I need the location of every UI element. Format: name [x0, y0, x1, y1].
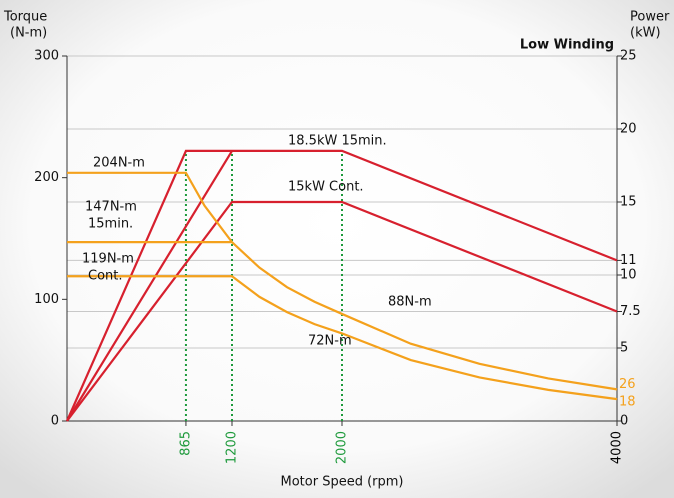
x-tick-label: 1200	[225, 431, 240, 464]
y2-tick-label: 25	[620, 49, 637, 64]
y2-tick-label: 5	[620, 341, 628, 356]
y2-tick-label: 11	[620, 253, 637, 268]
x-tick-label: 4000	[610, 431, 625, 464]
y-tick-label: 200	[34, 170, 59, 185]
series-line	[66, 150, 233, 422]
annotation: 88N-m	[388, 295, 432, 310]
y-tick-label: 0	[51, 414, 59, 429]
end-label: 18	[619, 395, 636, 410]
end-label: 26	[619, 377, 636, 392]
y-tick-label: 100	[34, 292, 59, 307]
x-tick-label: 2000	[335, 431, 350, 464]
chart-title: Low Winding	[520, 38, 614, 53]
annotation: Cont.	[88, 269, 123, 284]
y2-label: (kW)	[630, 26, 661, 41]
y2-tick-label: 15	[620, 195, 637, 210]
y2-label: Power	[630, 10, 670, 25]
annotation: 72N-m	[308, 334, 352, 349]
y-tick-label: 300	[34, 49, 59, 64]
y-label: (N-m)	[10, 26, 47, 41]
x-label: Motor Speed (rpm)	[281, 475, 404, 490]
annotation: 147N-m	[85, 200, 137, 215]
annotation: 119N-m	[82, 252, 134, 267]
annotation: 15min.	[88, 217, 133, 232]
annotation: 15kW Cont.	[288, 180, 364, 195]
series-line	[66, 200, 618, 422]
series-line	[67, 171, 618, 391]
series-line	[67, 275, 618, 401]
y-label: Torque	[3, 10, 47, 25]
annotation: 18.5kW 15min.	[288, 134, 387, 149]
y2-tick-label: 7.5	[620, 304, 641, 319]
x-tick-label: 865	[178, 431, 193, 456]
y2-tick-label: 10	[620, 268, 637, 283]
y2-tick-label: 0	[620, 414, 628, 429]
series-line	[65, 149, 618, 422]
annotation: 204N-m	[93, 156, 145, 171]
y2-tick-label: 20	[620, 122, 637, 137]
